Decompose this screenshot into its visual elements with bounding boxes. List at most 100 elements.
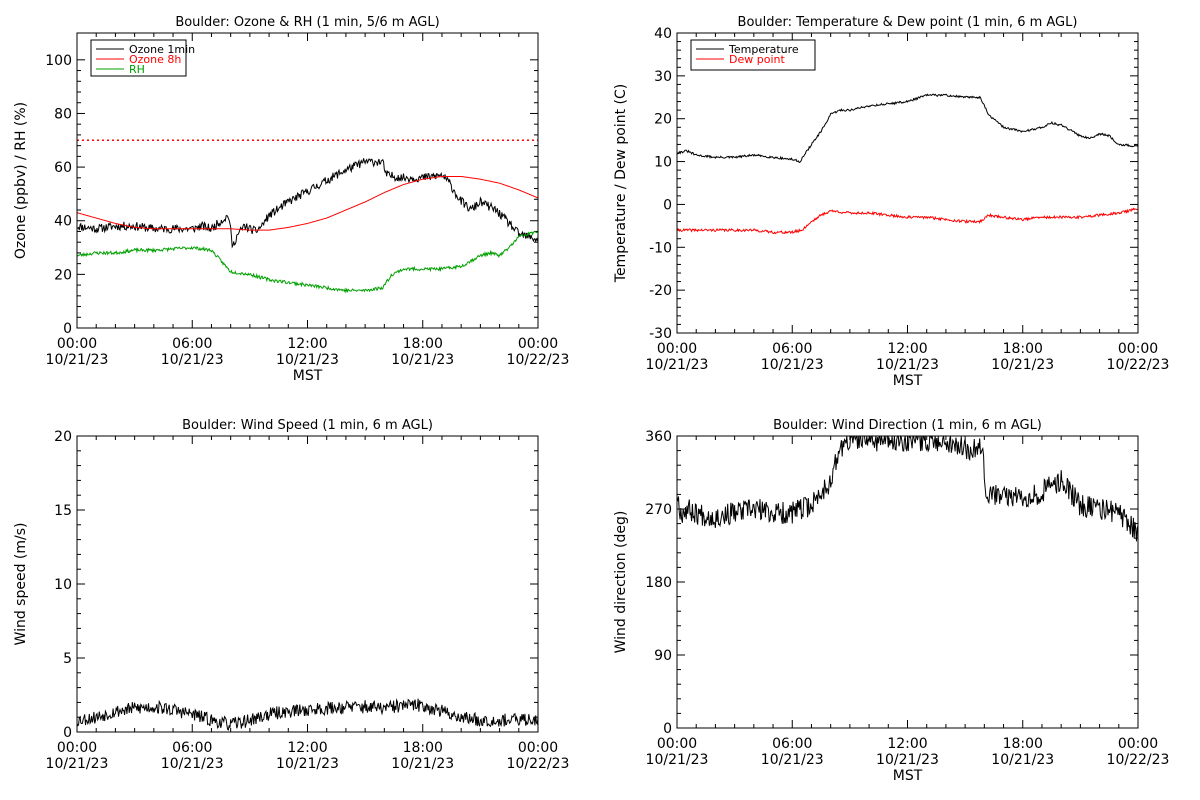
x-tick-label-time: 18:00 xyxy=(1003,736,1043,752)
chart-title: Boulder: Wind Speed (1 min, 6 m AGL) xyxy=(182,418,433,433)
series-group xyxy=(677,93,1138,235)
chart-title: Boulder: Ozone & RH (1 min, 5/6 m AGL) xyxy=(175,15,439,30)
series-line-temperature xyxy=(677,93,1138,163)
legend-label: RH xyxy=(129,63,145,76)
x-tick-label-time: 00:00 xyxy=(518,740,558,756)
x-tick-label-time: 18:00 xyxy=(403,336,443,352)
plot-frame xyxy=(676,435,1139,729)
y-tick-label: 10 xyxy=(654,155,672,171)
y-tick-label: 20 xyxy=(654,112,672,128)
x-tick-label-date: 10/21/23 xyxy=(876,357,939,373)
x-tick-label-date: 10/21/23 xyxy=(876,752,939,768)
x-tick-label-date: 10/21/23 xyxy=(991,752,1054,768)
x-tick-label-date: 10/21/23 xyxy=(991,357,1054,373)
chart-panel-2: Boulder: Temperature & Dew point (1 min,… xyxy=(613,15,1169,389)
y-axis-label: Temperature / Dew point (C) xyxy=(613,84,629,283)
series-line-ozone-8h xyxy=(77,176,538,231)
y-tick-label: 0 xyxy=(663,197,672,213)
x-axis-label: MST xyxy=(893,373,923,389)
y-tick-label: 270 xyxy=(645,502,672,518)
y-tick-label: 0 xyxy=(63,321,72,337)
y-tick-label: 60 xyxy=(54,160,72,176)
legend-label: Ozone 1min xyxy=(129,43,195,56)
x-tick-label-time: 00:00 xyxy=(657,341,697,357)
y-axis-label: Wind speed (m/s) xyxy=(13,523,29,646)
x-tick-label-date: 10/21/23 xyxy=(161,756,224,772)
legend-box xyxy=(90,39,187,77)
y-tick-label: -20 xyxy=(649,283,672,299)
x-tick-label-time: 00:00 xyxy=(57,740,97,756)
y-tick-label: 80 xyxy=(54,106,72,122)
legend-label: Temperature xyxy=(728,43,799,56)
x-tick-label-time: 12:00 xyxy=(887,736,927,752)
x-tick-label-date: 10/21/23 xyxy=(646,357,709,373)
x-tick-label-date: 10/21/23 xyxy=(276,756,339,772)
chart-title: Boulder: Wind Direction (1 min, 6 m AGL) xyxy=(773,418,1042,433)
chart-panel-1: Boulder: Ozone & RH (1 min, 5/6 m AGL) 0 2… xyxy=(13,15,569,384)
legend-box xyxy=(690,39,816,71)
x-tick-label-date: 10/21/23 xyxy=(391,352,454,368)
x-tick-label-time: 18:00 xyxy=(1003,341,1043,357)
y-tick-label: 5 xyxy=(63,651,72,667)
x-tick-label-time: 12:00 xyxy=(887,341,927,357)
x-tick-label-time: 06:00 xyxy=(172,336,212,352)
series-line-1 xyxy=(677,436,1138,542)
x-tick-label-time: 00:00 xyxy=(518,336,558,352)
series-line-ozone-1min xyxy=(77,158,538,249)
plot-frame xyxy=(676,32,1139,334)
x-tick-label-time: 12:00 xyxy=(287,740,327,756)
y-tick-label: 40 xyxy=(54,214,72,230)
x-tick-label-time: 06:00 xyxy=(772,736,812,752)
x-tick-label-time: 00:00 xyxy=(1118,341,1158,357)
legend-label: Dew point xyxy=(729,53,785,66)
x-tick-label-date: 10/21/23 xyxy=(761,357,824,373)
y-tick-label: 10 xyxy=(54,577,72,593)
chart-panel-4: Boulder: Wind Direction (1 min, 6 m AGL)… xyxy=(613,418,1169,784)
y-tick-label: 180 xyxy=(645,575,672,591)
y-tick-label: 0 xyxy=(63,725,72,741)
y-tick-label: 100 xyxy=(45,53,72,69)
x-tick-label-date: 10/21/23 xyxy=(391,756,454,772)
y-tick-label: 15 xyxy=(54,503,72,519)
x-tick-label-date: 10/22/23 xyxy=(507,756,570,772)
y-tick-label: -30 xyxy=(649,326,672,342)
x-axis-label: MST xyxy=(893,768,923,784)
y-axis-label: Ozone (ppbv) / RH (%) xyxy=(13,102,29,259)
x-tick-label-date: 10/21/23 xyxy=(46,352,109,368)
x-tick-label-date: 10/22/23 xyxy=(1107,752,1170,768)
x-tick-label-time: 06:00 xyxy=(172,740,212,756)
x-tick-label-time: 00:00 xyxy=(57,336,97,352)
y-tick-label: 40 xyxy=(654,26,672,42)
x-tick-label-time: 06:00 xyxy=(772,341,812,357)
y-tick-label: 0 xyxy=(663,721,672,737)
chart-title: Boulder: Temperature & Dew point (1 min,… xyxy=(738,15,1078,30)
x-tick-label-date: 10/22/23 xyxy=(507,352,570,368)
x-tick-label-date: 10/21/23 xyxy=(646,752,709,768)
y-tick-label: 20 xyxy=(54,267,72,283)
y-tick-label: 30 xyxy=(654,69,672,85)
plot-frame xyxy=(76,32,539,329)
x-tick-label-date: 10/22/23 xyxy=(1107,357,1170,373)
series-line-dew-point xyxy=(677,207,1138,235)
x-axis-label: MST xyxy=(293,368,323,384)
y-axis-label: Wind direction (deg) xyxy=(613,511,629,654)
y-tick-label: 360 xyxy=(645,429,672,445)
legend-label: Ozone 8h xyxy=(129,53,181,66)
x-tick-label-date: 10/21/23 xyxy=(761,752,824,768)
x-tick-label-date: 10/21/23 xyxy=(276,352,339,368)
series-line-rh xyxy=(77,230,538,294)
chart-panel-3: Boulder: Wind Speed (1 min, 6 m AGL) 0 5 10… xyxy=(13,418,569,772)
x-tick-label-date: 10/21/23 xyxy=(46,756,109,772)
x-tick-label-time: 18:00 xyxy=(403,740,443,756)
series-group xyxy=(677,436,1138,542)
series-group xyxy=(77,698,538,731)
x-tick-label-date: 10/21/23 xyxy=(161,352,224,368)
plot-frame xyxy=(76,435,539,733)
y-tick-label: 20 xyxy=(54,429,72,445)
y-tick-label: 90 xyxy=(654,648,672,664)
x-tick-label-time: 00:00 xyxy=(1118,736,1158,752)
series-line-1 xyxy=(77,698,538,731)
